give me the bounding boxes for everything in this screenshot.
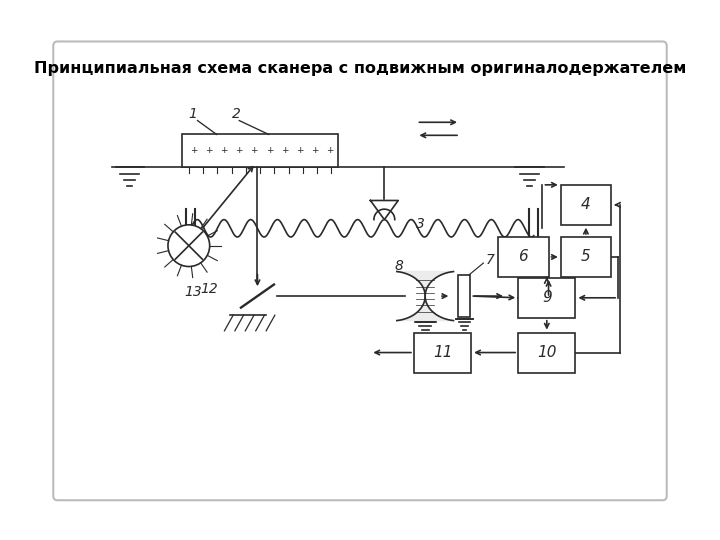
Text: +: + bbox=[220, 146, 228, 156]
Text: +: + bbox=[266, 146, 273, 156]
Text: 6: 6 bbox=[518, 249, 528, 265]
Text: 10: 10 bbox=[537, 345, 557, 360]
Text: 12: 12 bbox=[201, 282, 219, 296]
Text: 8: 8 bbox=[395, 259, 403, 273]
Text: +: + bbox=[281, 146, 288, 156]
Circle shape bbox=[168, 225, 210, 267]
Text: 13: 13 bbox=[184, 285, 202, 299]
Text: 5: 5 bbox=[581, 249, 591, 265]
Text: 4: 4 bbox=[581, 197, 591, 212]
FancyBboxPatch shape bbox=[53, 42, 667, 500]
Text: +: + bbox=[296, 146, 303, 156]
Text: 2: 2 bbox=[232, 106, 241, 120]
Text: 11: 11 bbox=[433, 345, 452, 360]
Text: 3: 3 bbox=[416, 217, 426, 231]
Polygon shape bbox=[397, 272, 454, 321]
Bar bbox=[561, 237, 611, 277]
Text: +: + bbox=[205, 146, 213, 156]
Text: +: + bbox=[190, 146, 198, 156]
Text: +: + bbox=[251, 146, 258, 156]
Text: +: + bbox=[326, 146, 333, 156]
Text: 9: 9 bbox=[542, 291, 552, 305]
Bar bbox=[561, 185, 611, 225]
Bar bbox=[518, 333, 575, 373]
Text: 7: 7 bbox=[486, 253, 495, 267]
Text: 1: 1 bbox=[189, 106, 197, 120]
Bar bbox=[458, 275, 470, 317]
Text: Принципиальная схема сканера с подвижным оригиналодержателем: Принципиальная схема сканера с подвижным… bbox=[34, 62, 686, 77]
Text: +: + bbox=[235, 146, 243, 156]
Bar bbox=[498, 237, 549, 277]
Bar bbox=[414, 333, 471, 373]
Text: +: + bbox=[311, 146, 318, 156]
Bar bbox=[182, 134, 338, 167]
Polygon shape bbox=[370, 200, 398, 220]
Bar bbox=[518, 278, 575, 318]
